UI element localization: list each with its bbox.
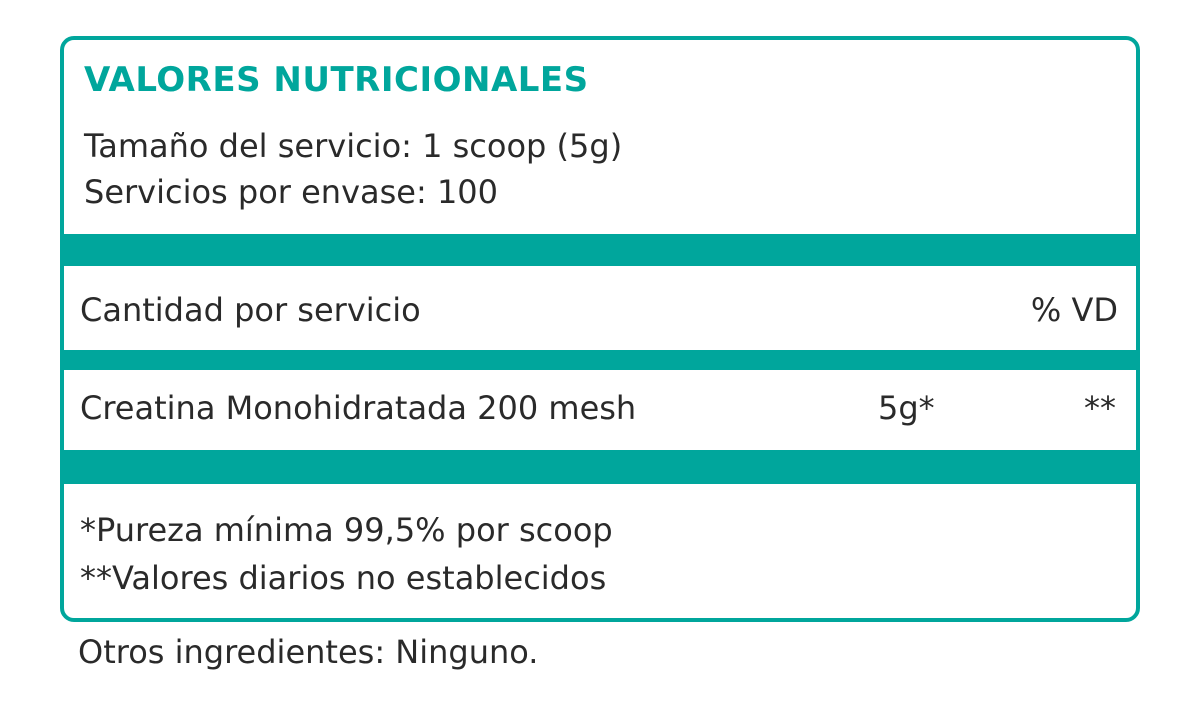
nutrient-name: Creatina Monohidratada 200 mesh [80,389,637,427]
header-dv: % VD [1030,291,1118,329]
servings-per-container: Servicios por envase: 100 [84,173,499,211]
nutrient-amount: 5g* [878,389,935,427]
footnote-purity: *Pureza mínima 99,5% por scoop [80,511,613,549]
other-ingredients: Otros ingredientes: Ninguno. [78,633,539,671]
divider-band [64,234,1136,266]
header-amount: Cantidad por servicio [80,291,421,329]
label-title: VALORES NUTRICIONALES [84,60,589,100]
footnote-dv: **Valores diarios no establecidos [80,559,607,597]
divider-band [64,450,1136,484]
divider-band [64,350,1136,370]
serving-size: Tamaño del servicio: 1 scoop (5g) [84,127,623,165]
nutrition-facts-box: VALORES NUTRICIONALES Tamaño del servici… [60,36,1140,622]
nutrient-dv: ** [1084,389,1116,427]
